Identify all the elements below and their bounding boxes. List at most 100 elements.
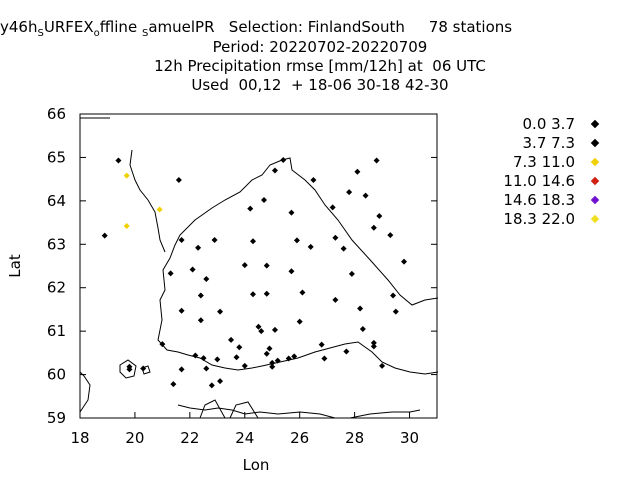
station-point-black — [271, 167, 278, 174]
legend-marker — [590, 119, 600, 129]
legend-marker — [590, 176, 600, 186]
station-point-black — [178, 236, 185, 243]
legend-entry: 18.3 22.0 — [470, 210, 620, 229]
station-point-black — [379, 362, 386, 369]
y-tick-label: 59 — [47, 409, 66, 427]
station-point-yellow — [156, 206, 163, 213]
station-point-black — [332, 296, 339, 303]
station-point-black — [263, 262, 270, 269]
station-point-black — [236, 344, 243, 351]
x-tick-label: 20 — [125, 429, 144, 447]
title-line-1: y46hSURFEXoffline SamuelPR Selection: Fi… — [0, 18, 513, 39]
y-tick-label: 66 — [47, 105, 66, 123]
y-tick-label: 63 — [47, 235, 66, 253]
period-title: Period: 20220702-20220709 — [212, 38, 428, 56]
legend-label: 7.3 11.0 — [512, 153, 575, 171]
station-point-black — [203, 276, 210, 283]
station-point-black — [208, 382, 215, 389]
station-point-black — [200, 355, 207, 362]
x-tick-label: 26 — [290, 429, 309, 447]
y-axis: 59 60 61 62 63 64 65 66 — [47, 105, 437, 427]
station-point-black — [340, 245, 347, 252]
legend-entry: 3.7 7.3 — [470, 134, 620, 153]
station-point-black — [126, 366, 133, 373]
legend-label: 14.6 18.3 — [503, 191, 575, 209]
station-point-black — [247, 205, 254, 212]
station-point-black — [359, 325, 366, 332]
station-point-black — [263, 290, 270, 297]
station-point-black — [170, 381, 177, 388]
station-point-black — [255, 323, 262, 330]
station-point-black — [189, 266, 196, 273]
y-tick-label: 61 — [47, 322, 66, 340]
station-point-black — [211, 236, 218, 243]
station-point-black — [280, 157, 287, 164]
legend-label: 18.3 22.0 — [503, 210, 575, 228]
used-title: Used 00,12 + 18-06 30-18 42-30 — [191, 76, 449, 94]
variable-title: 12h Precipitation rmse [mm/12h] at 06 UT… — [154, 57, 486, 75]
station-point-black — [370, 339, 377, 346]
x-axis-label: Lon — [243, 456, 270, 474]
station-point-black — [195, 244, 202, 251]
station-point-black — [241, 262, 248, 269]
station-point-black — [296, 318, 303, 325]
legend-entry: 0.0 3.7 — [470, 115, 620, 134]
station-point-black — [178, 366, 185, 373]
station-point-black — [346, 189, 353, 196]
station-point-black — [269, 363, 276, 370]
station-point-black — [250, 291, 257, 298]
station-point-black — [203, 365, 210, 372]
station-point-black — [258, 328, 265, 335]
y-tick-label: 65 — [47, 148, 66, 166]
coastline — [79, 117, 439, 419]
station-point-black — [376, 213, 383, 220]
station-point-black — [274, 357, 281, 364]
station-point-black — [271, 326, 278, 333]
station-point-yellow — [123, 172, 130, 179]
station-point-black — [197, 292, 204, 299]
y-tick-label: 62 — [47, 279, 66, 297]
x-tick-label: 28 — [345, 429, 364, 447]
station-point-black — [175, 177, 182, 184]
station-point-black — [101, 232, 108, 239]
station-point-black — [263, 350, 270, 357]
station-point-black — [348, 270, 355, 277]
x-tick-label: 24 — [235, 429, 254, 447]
station-point-black — [192, 352, 199, 359]
x-tick-label: 22 — [180, 429, 199, 447]
station-point-black — [370, 343, 377, 350]
station-point-yellow — [123, 223, 130, 230]
legend-marker — [590, 214, 600, 224]
station-point-black — [329, 204, 336, 211]
station-point-black — [299, 289, 306, 296]
x-tick-label: 30 — [400, 429, 419, 447]
legend-marker — [590, 157, 600, 167]
legend-entry: 7.3 11.0 — [470, 153, 620, 172]
station-point-black — [357, 305, 364, 312]
station-point-black — [332, 234, 339, 241]
station-point-black — [228, 336, 235, 343]
legend-label: 11.0 14.6 — [503, 172, 575, 190]
station-point-black — [291, 353, 298, 360]
station-point-black — [307, 243, 314, 250]
station-point-black — [387, 232, 394, 239]
station-point-black — [285, 355, 292, 362]
legend-marker — [590, 138, 600, 148]
station-point-black — [266, 345, 273, 352]
y-tick-label: 64 — [47, 192, 66, 210]
station-point-black — [343, 348, 350, 355]
station-point-black — [178, 307, 185, 314]
legend-label: 3.7 7.3 — [522, 134, 575, 152]
station-point-black — [260, 196, 267, 203]
legend-label: 0.0 3.7 — [522, 115, 575, 133]
legend-entry: 11.0 14.6 — [470, 172, 620, 191]
station-point-black — [167, 270, 174, 277]
station-points — [101, 157, 408, 389]
x-axis: 18 20 22 24 26 28 30 — [70, 412, 419, 447]
plot-frame — [79, 113, 438, 419]
station-point-black — [362, 192, 369, 199]
station-point-black — [217, 378, 224, 385]
legend-entry: 14.6 18.3 — [470, 191, 620, 210]
station-point-black — [233, 354, 240, 361]
